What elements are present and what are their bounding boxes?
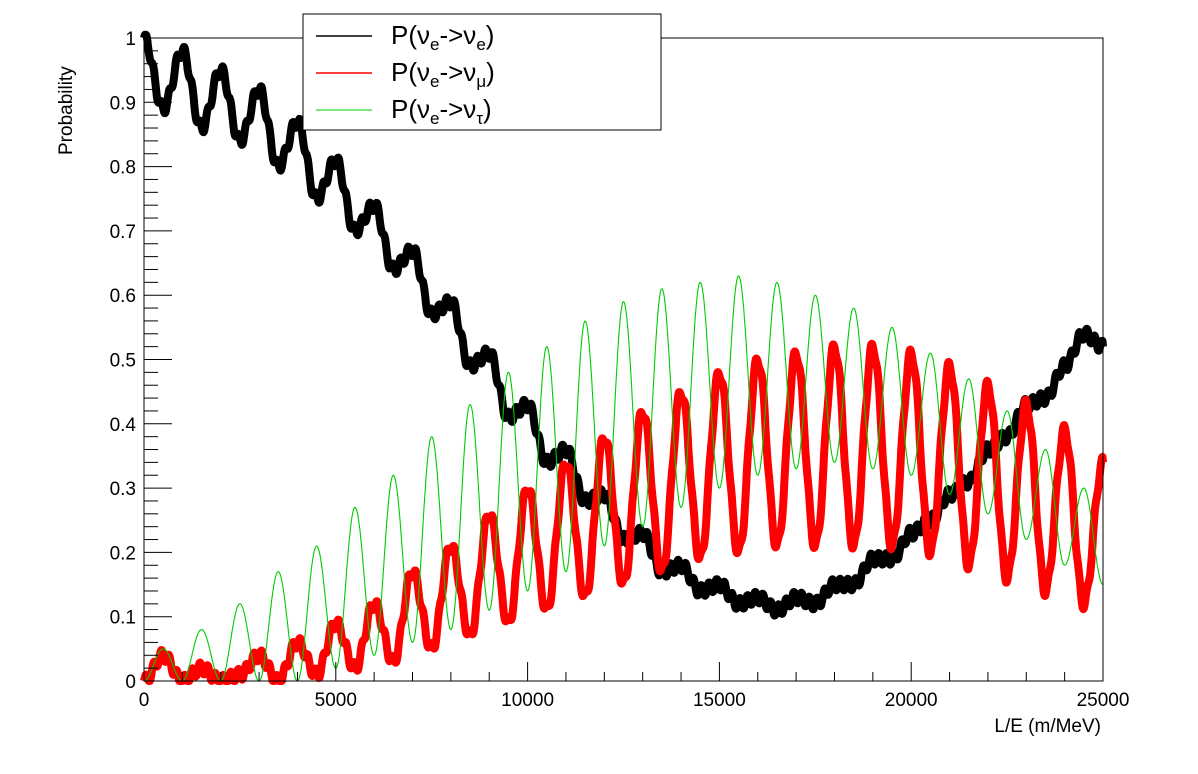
legend-text-part: P(ν — [391, 94, 430, 124]
legend-text-part: ->ν — [439, 94, 476, 124]
legend-label-2: P(νe->ντ) — [391, 94, 492, 128]
y-tick-label: 0.7 — [110, 222, 136, 243]
legend-text-part: ) — [483, 94, 492, 124]
y-tick-label: 1 — [125, 29, 136, 50]
legend-text-part: μ — [476, 72, 486, 91]
x-tick-label: 25000 — [1077, 690, 1130, 711]
series-line-0 — [140, 30, 1107, 620]
legend-text-part: ) — [486, 20, 495, 50]
y-tick-label: 0 — [125, 672, 136, 693]
y-tick-label: 0.2 — [110, 543, 136, 564]
legend-text-part: e — [476, 35, 485, 54]
y-axis-title: Probability — [56, 66, 77, 155]
legend-label-0: P(νe->νe) — [391, 20, 494, 54]
x-tick-label: 5000 — [315, 690, 357, 711]
legend-text-part: e — [430, 109, 439, 128]
legend-text-part: τ — [476, 109, 483, 128]
x-tick-label: 0 — [139, 690, 150, 711]
x-tick-label: 10000 — [501, 690, 554, 711]
legend-text-part: P(ν — [391, 20, 430, 50]
y-tick-label: 0.8 — [110, 158, 136, 179]
series-layer — [140, 30, 1107, 685]
legend-text-part: P(ν — [391, 57, 430, 87]
legend-text-part: e — [430, 72, 439, 91]
y-tick-label: 0.4 — [110, 415, 137, 436]
legend-text-part: ->ν — [439, 20, 476, 50]
y-tick-label: 0.1 — [110, 608, 136, 629]
y-tick-label: 0.5 — [110, 351, 136, 372]
legend: P(νe->νe)P(νe->νμ)P(νe->ντ) — [302, 13, 662, 131]
y-tick-label: 0.9 — [110, 93, 136, 114]
x-tick-label: 20000 — [885, 690, 938, 711]
series-line-1 — [140, 339, 1107, 685]
y-tick-label: 0.6 — [110, 286, 136, 307]
legend-text-part: e — [430, 35, 439, 54]
x-axis-title: L/E (m/MeV) — [994, 716, 1101, 737]
x-tick-label: 15000 — [693, 690, 746, 711]
legend-text-part: ->ν — [439, 57, 476, 87]
legend-text-part: ) — [486, 57, 495, 87]
axis-layer: 0 5000 10000 15000 20000 25000 0 0.1 0.2 0.3 0.4 0.… — [110, 29, 1130, 711]
legend-label-1: P(νe->νμ) — [391, 57, 495, 91]
legend-box — [302, 13, 662, 131]
y-tick-label: 0.3 — [110, 479, 136, 500]
